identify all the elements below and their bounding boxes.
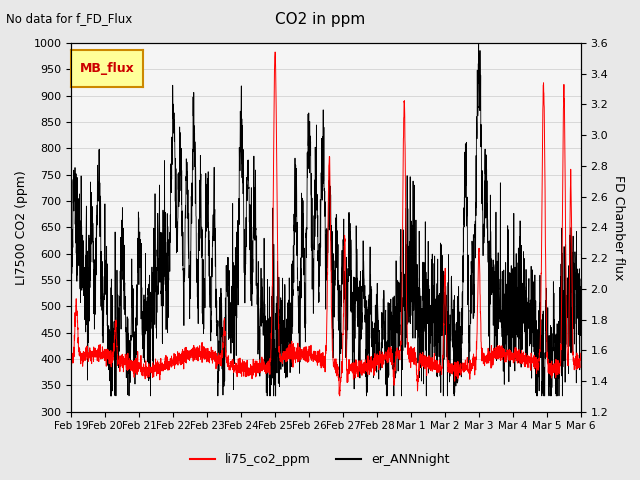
er_ANNnight <box>577 316 584 322</box>
li75_co2_ppm <box>156 370 163 376</box>
Y-axis label: FD Chamber flux: FD Chamber flux <box>612 175 625 280</box>
li75_co2_ppm <box>263 367 271 373</box>
li75_co2_ppm <box>67 360 75 365</box>
er_ANNnight <box>125 348 133 354</box>
Text: No data for f_FD_Flux: No data for f_FD_Flux <box>6 12 132 25</box>
Y-axis label: LI7500 CO2 (ppm): LI7500 CO2 (ppm) <box>15 170 28 285</box>
Text: CO2 in ppm: CO2 in ppm <box>275 12 365 27</box>
li75_co2_ppm <box>567 191 575 197</box>
li75_co2_ppm <box>285 353 292 359</box>
li75_co2_ppm <box>513 358 520 364</box>
er_ANNnight <box>156 251 164 256</box>
li75_co2_ppm <box>125 366 133 372</box>
er_ANNnight <box>263 389 271 395</box>
li75_co2_ppm <box>577 350 584 356</box>
Line: li75_co2_ppm: li75_co2_ppm <box>71 52 580 396</box>
er_ANNnight <box>67 248 75 254</box>
er_ANNnight <box>513 251 520 256</box>
Line: er_ANNnight: er_ANNnight <box>71 43 580 396</box>
er_ANNnight <box>285 308 292 314</box>
er_ANNnight <box>107 393 115 399</box>
Legend: li75_co2_ppm, er_ANNnight: li75_co2_ppm, er_ANNnight <box>186 448 454 471</box>
li75_co2_ppm <box>271 49 279 55</box>
li75_co2_ppm <box>336 393 344 399</box>
er_ANNnight <box>475 40 483 46</box>
er_ANNnight <box>567 225 575 230</box>
